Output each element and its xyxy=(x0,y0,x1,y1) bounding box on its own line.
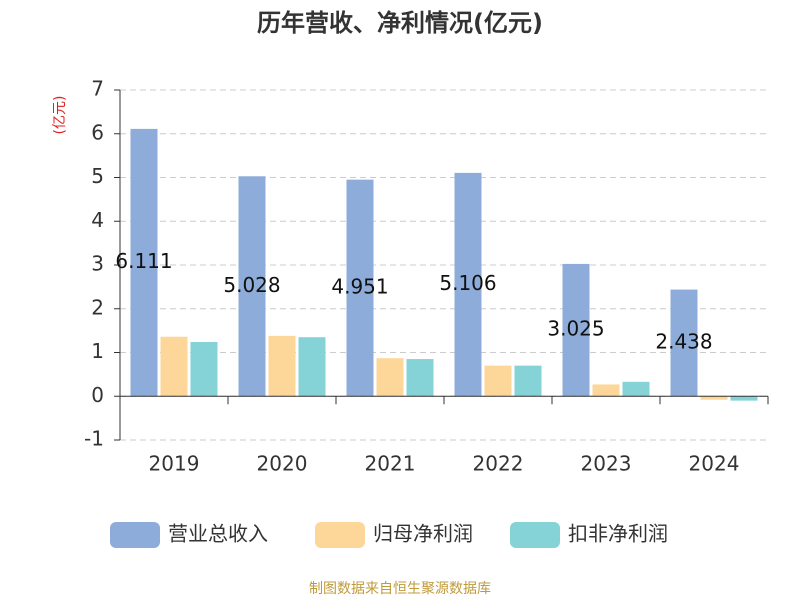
bar xyxy=(190,342,218,397)
data-label: 5.106 xyxy=(439,271,496,295)
bar xyxy=(670,289,698,397)
bar xyxy=(346,179,374,397)
bar xyxy=(268,335,296,397)
x-tick-label: 2020 xyxy=(257,452,308,476)
bar xyxy=(298,337,326,397)
bar xyxy=(454,172,482,397)
bar xyxy=(130,128,158,397)
data-label: 4.951 xyxy=(331,274,388,298)
x-tick-label: 2021 xyxy=(365,452,416,476)
y-tick-label: 0 xyxy=(91,383,104,407)
bar xyxy=(700,396,728,400)
legend-swatch xyxy=(110,522,160,548)
legend-label: 扣非净利润 xyxy=(568,522,668,546)
chart-title: 历年营收、净利情况(亿元) xyxy=(257,9,543,37)
legend-swatch xyxy=(315,522,365,548)
data-label: 2.438 xyxy=(655,329,712,353)
x-tick-label: 2019 xyxy=(149,452,200,476)
x-tick-label: 2024 xyxy=(689,452,740,476)
y-axis-label: (亿元) xyxy=(52,96,68,135)
data-label: 3.025 xyxy=(547,317,604,341)
x-tick-label: 2023 xyxy=(581,452,632,476)
legend-label: 营业总收入 xyxy=(168,522,268,546)
bar xyxy=(562,263,590,397)
y-tick-label: 7 xyxy=(91,77,104,101)
y-tick-label: 6 xyxy=(91,120,104,144)
y-tick-label: 2 xyxy=(91,295,104,319)
source-note: 制图数据来自恒生聚源数据库 xyxy=(309,581,491,597)
y-tick-label: 4 xyxy=(91,208,104,232)
y-tick-label: -1 xyxy=(84,427,104,451)
legend-swatch xyxy=(510,522,560,548)
y-tick-label: 1 xyxy=(91,339,104,363)
bar xyxy=(484,365,512,397)
y-tick-label: 5 xyxy=(91,164,104,188)
bar xyxy=(514,365,542,397)
x-tick-label: 2022 xyxy=(473,452,524,476)
bar xyxy=(592,384,620,397)
bar xyxy=(406,359,434,397)
data-label: 6.111 xyxy=(115,249,172,273)
bar xyxy=(376,358,404,397)
data-label: 5.028 xyxy=(223,273,280,297)
bar xyxy=(730,396,758,401)
bar xyxy=(160,336,188,397)
bar xyxy=(238,176,266,397)
y-tick-label: 3 xyxy=(91,252,104,276)
bar xyxy=(622,381,650,397)
legend-label: 归母净利润 xyxy=(373,522,473,546)
